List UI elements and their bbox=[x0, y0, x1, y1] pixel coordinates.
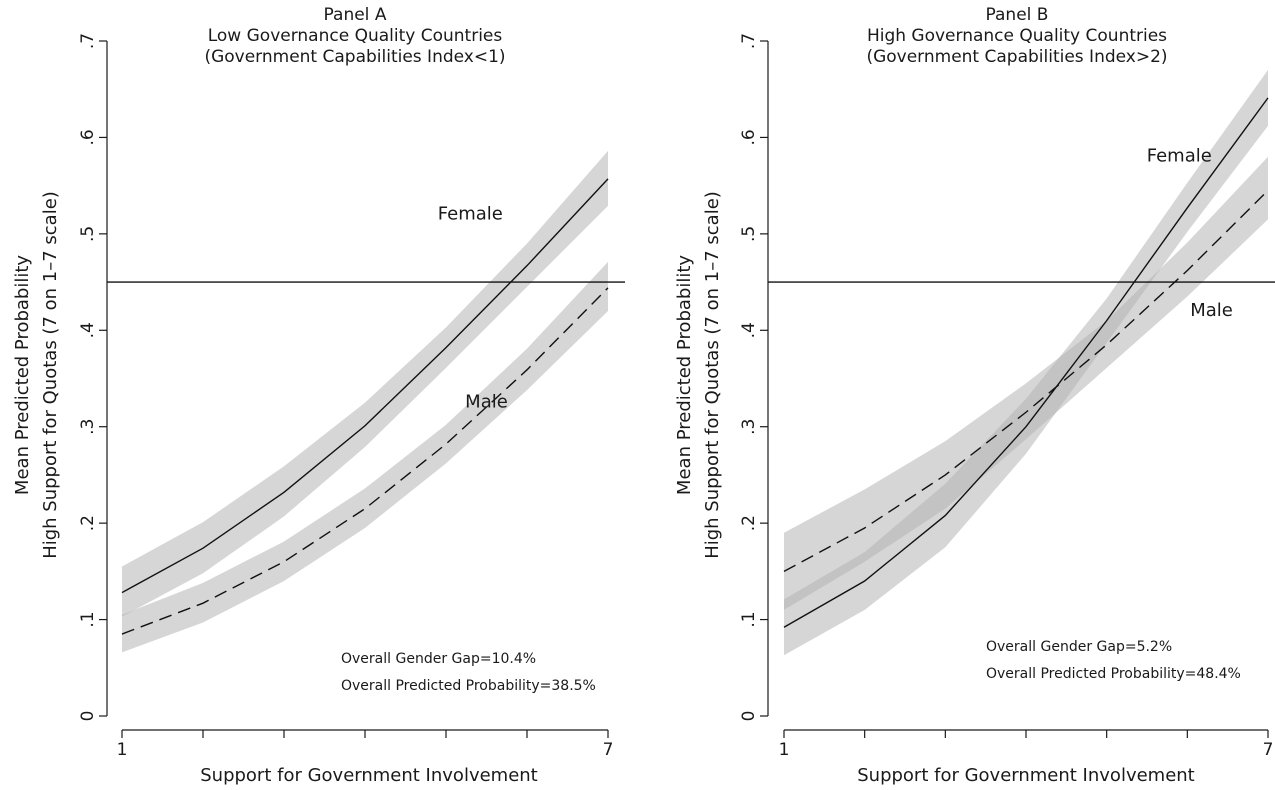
panel-b-female-curve-label: Female bbox=[1147, 146, 1212, 167]
panel-a-y-tick-label: .6 bbox=[78, 129, 98, 145]
panel-a-subtitle: Low Governance Quality Countries bbox=[208, 26, 503, 46]
panel-a-annotation-gender-gap: Overall Gender Gap=10.4% bbox=[341, 651, 536, 667]
panel-b-y-axis-label-line2: High Support for Quotas (7 on 1–7 scale) bbox=[702, 191, 723, 559]
panel-b-subtitle: High Governance Quality Countries bbox=[867, 26, 1167, 46]
panel-b-male-confidence-band bbox=[784, 156, 1268, 610]
panel-a-female-confidence-band bbox=[122, 150, 608, 617]
panel-b-x-axis-label: Support for Government Involvement bbox=[857, 765, 1195, 786]
panel-b-y-tick-label: .2 bbox=[739, 515, 759, 531]
panel-a-subtitle2: (Government Capabilities Index<1) bbox=[204, 47, 505, 67]
panel-a: Panel A Low Governance Quality Countries… bbox=[12, 5, 625, 786]
panel-b-y-tick-label: .5 bbox=[739, 226, 759, 242]
panel-a-male-confidence-band bbox=[122, 261, 608, 653]
panel-b-y-tick-label: .7 bbox=[739, 33, 759, 49]
panel-b-male-curve-label: Male bbox=[1190, 300, 1233, 321]
panel-b-y-tick-label: .4 bbox=[739, 322, 759, 338]
panel-b-y-tick-label: .1 bbox=[739, 611, 759, 627]
panel-a-female-curve-label: Female bbox=[438, 203, 503, 224]
panel-a-y-tick-label: .4 bbox=[78, 322, 98, 338]
panel-a-annotation-predicted-probability: Overall Predicted Probability=38.5% bbox=[341, 678, 596, 694]
panel-b-female-confidence-band bbox=[784, 69, 1268, 656]
panel-a-x-axis-label: Support for Government Involvement bbox=[200, 765, 538, 786]
panel-b-y-tick-label: 0 bbox=[739, 711, 759, 722]
panel-b-male-line bbox=[783, 189, 1269, 572]
panel-b-y-axis-label-line1: Mean Predicted Probability bbox=[674, 255, 695, 495]
panel-a-male-curve-label: Male bbox=[465, 391, 508, 412]
panel-b-y-tick-label: .6 bbox=[739, 129, 759, 145]
panel-a-y-axis-label-line1: Mean Predicted Probability bbox=[12, 255, 33, 495]
panel-a-x-tick-label: 1 bbox=[117, 740, 128, 760]
panel-a-y-tick-label: .1 bbox=[78, 611, 98, 627]
panel-a-y-tick-label: .7 bbox=[78, 33, 98, 49]
panel-a-x-tick-label: 7 bbox=[603, 740, 614, 760]
panel-b-annotation-gender-gap: Overall Gender Gap=5.2% bbox=[986, 639, 1172, 655]
panel-a-female-line bbox=[121, 178, 609, 594]
panel-b-annotation-predicted-probability: Overall Predicted Probability=48.4% bbox=[986, 666, 1241, 682]
panel-b-subtitle2: (Government Capabilities Index>2) bbox=[866, 47, 1167, 67]
panel-b-y-tick-label: .3 bbox=[739, 419, 759, 435]
panel-a-male-line bbox=[121, 287, 609, 635]
panel-a-y-tick-label: .3 bbox=[78, 419, 98, 435]
panel-b-x-tick-label: 7 bbox=[1263, 740, 1274, 760]
panel-a-y-tick-label: .5 bbox=[78, 226, 98, 242]
panel-b: Panel B High Governance Quality Countrie… bbox=[674, 5, 1275, 786]
panel-a-title: Panel A bbox=[324, 5, 387, 25]
panel-a-y-tick-label: 0 bbox=[78, 711, 98, 722]
panel-b-x-tick-label: 1 bbox=[779, 740, 790, 760]
panel-b-title: Panel B bbox=[986, 5, 1049, 25]
panel-a-y-tick-label: .2 bbox=[78, 515, 98, 531]
panel-b-female-line bbox=[783, 97, 1269, 628]
panel-a-y-axis-label-line2: High Support for Quotas (7 on 1–7 scale) bbox=[40, 191, 61, 559]
